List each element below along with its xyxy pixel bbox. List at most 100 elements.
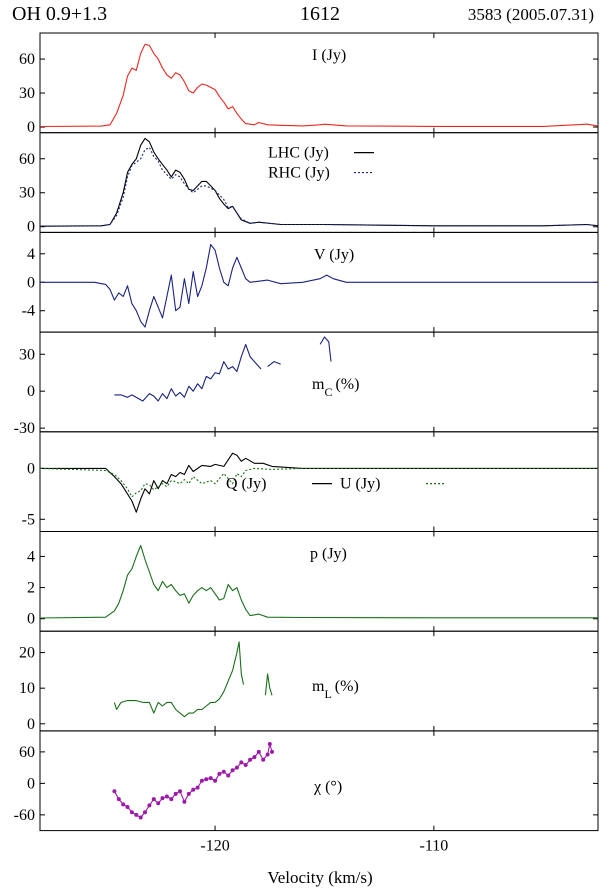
- data-point: [112, 789, 117, 794]
- panel-label: p (Jy): [310, 545, 347, 562]
- y-tick-label: 4: [27, 246, 35, 263]
- panel-5: -5 0 Q (Jy) U (Jy): [22, 431, 599, 532]
- y-tick-label: 0: [27, 460, 35, 477]
- data-point: [121, 802, 126, 807]
- data-point: [213, 778, 218, 783]
- source-name: OH 0.9+1.3: [12, 3, 107, 25]
- data-point: [160, 796, 165, 801]
- y-tick-label: 0: [27, 716, 35, 733]
- data-point: [270, 749, 274, 754]
- series-line-2: [39, 146, 599, 227]
- data-point: [256, 749, 261, 754]
- panel-label: V (Jy): [314, 246, 354, 263]
- data-point: [252, 755, 257, 760]
- y-tick-label: 30: [19, 85, 35, 102]
- x-tick-label: -120: [200, 838, 229, 855]
- legend-label: Q (Jy): [226, 476, 266, 493]
- data-point: [116, 797, 121, 802]
- data-point: [191, 787, 196, 792]
- panel-3: -4 0 4 V (Jy): [22, 231, 599, 333]
- series-line-2: [39, 467, 598, 498]
- data-point: [156, 801, 161, 806]
- panel-8: -60 0 60 χ (°): [14, 730, 599, 832]
- series-line-1: [113, 743, 273, 819]
- data-point: [243, 763, 248, 767]
- y-tick-label: 0: [27, 611, 35, 628]
- panel-1: 0 30 60 I (Jy): [19, 32, 599, 136]
- legend-label: LHC (Jy): [268, 145, 329, 162]
- data-point: [248, 757, 253, 762]
- panel-label: mL (%): [312, 678, 359, 701]
- y-tick-label: 60: [19, 744, 35, 761]
- panel-4: -30 0 30 mC (%): [14, 331, 599, 437]
- y-tick-label: 0: [27, 383, 35, 400]
- data-point: [129, 810, 134, 815]
- data-point: [173, 791, 178, 796]
- data-point: [125, 805, 130, 809]
- data-point: [138, 815, 143, 820]
- epoch-label: 3583 (2005.07.31): [468, 5, 594, 24]
- data-point: [134, 812, 139, 817]
- series-line-1: [39, 544, 598, 619]
- y-tick-label: 4: [27, 548, 35, 565]
- data-point: [199, 778, 204, 783]
- data-point: [182, 799, 187, 804]
- series-line-3: [319, 336, 332, 362]
- data-point: [239, 760, 244, 765]
- data-point: [178, 789, 182, 794]
- panel-label: mC (%): [312, 376, 359, 399]
- y-tick-label: -60: [14, 807, 35, 824]
- legend-label: U (Jy): [340, 476, 380, 493]
- y-tick-label: 60: [19, 51, 35, 68]
- x-axis-label: Velocity (km/s): [267, 868, 372, 887]
- panel-2: 0 30 60 LHC (Jy) RHC (Jy): [19, 132, 599, 236]
- series-line-1: [40, 452, 598, 513]
- data-point: [234, 765, 239, 770]
- data-point: [265, 752, 270, 757]
- y-tick-label: 30: [19, 346, 35, 363]
- x-axis: -120-110-100: [200, 838, 449, 855]
- panel-6: 0 2 4 p (Jy): [27, 531, 599, 632]
- line-frequency: 1612: [300, 3, 340, 25]
- data-point: [195, 785, 200, 790]
- y-tick-label: 0: [27, 274, 35, 291]
- series-line-1: [40, 243, 598, 328]
- series-line-1: [39, 43, 599, 128]
- data-point: [217, 771, 222, 776]
- x-tick-label: -110: [420, 838, 449, 855]
- y-tick-label: 60: [19, 151, 35, 168]
- data-point: [147, 803, 152, 808]
- series-line-2: [264, 673, 273, 696]
- y-tick-label: 0: [27, 775, 35, 792]
- panel-label: I (Jy): [312, 47, 346, 64]
- panel-frame: [39, 431, 599, 532]
- data-point: [151, 797, 156, 802]
- y-tick-label: 20: [19, 645, 35, 662]
- series-line-1: [113, 641, 245, 718]
- data-point: [226, 773, 231, 778]
- y-tick-label: -30: [14, 420, 35, 437]
- y-tick-label: 0: [27, 219, 35, 236]
- data-point: [164, 794, 169, 799]
- y-tick-label: 0: [27, 119, 35, 136]
- y-tick-label: -5: [22, 511, 35, 528]
- series-line-1: [114, 343, 262, 402]
- data-point: [267, 742, 272, 746]
- panel-7: 0 10 20 mL (%): [19, 630, 599, 733]
- data-point: [143, 810, 147, 815]
- series-line-1: [39, 137, 599, 227]
- legend-label: RHC (Jy): [268, 165, 330, 182]
- y-tick-label: -4: [22, 303, 35, 320]
- panel-label: χ (°): [313, 779, 342, 796]
- data-point: [221, 769, 226, 774]
- data-point: [208, 776, 213, 781]
- data-point: [186, 791, 191, 796]
- data-point: [204, 777, 209, 782]
- data-point: [230, 768, 235, 773]
- panel-stack: 0 30 60 I (Jy) 0 30 60 LHC (Jy) RHC (Jy) -4 0 4 V (J…: [14, 32, 599, 832]
- data-point: [261, 757, 266, 762]
- y-tick-label: 10: [19, 680, 35, 697]
- panel-frame: [39, 730, 599, 832]
- data-point: [169, 797, 174, 802]
